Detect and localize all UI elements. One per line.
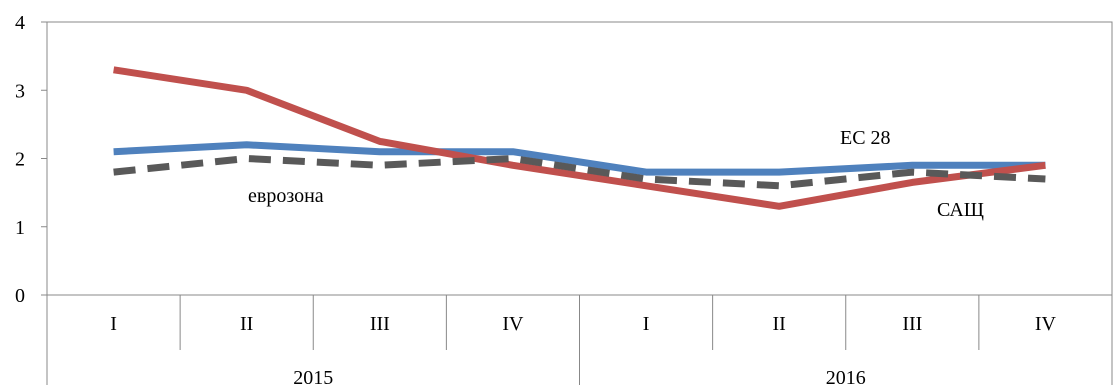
y-tick-label: 1 — [15, 217, 25, 239]
x-tick-label: III — [370, 313, 390, 335]
y-tick-label: 3 — [15, 80, 25, 102]
y-tick-label: 4 — [15, 12, 25, 34]
x-tick-label: I — [110, 313, 117, 335]
series-annotation: САЩ — [937, 199, 984, 221]
annotation-layer: ЕС 28 еврозона САЩ — [248, 127, 984, 221]
y-tick-label: 2 — [15, 149, 25, 171]
x-tick-label: I — [643, 313, 650, 335]
x-group-label: 2015 — [293, 367, 333, 385]
series-annotation: ЕС 28 — [840, 127, 891, 149]
x-tick-label: IV — [1035, 313, 1057, 335]
x-tick-label: IV — [502, 313, 524, 335]
series-annotation: еврозона — [248, 185, 324, 207]
series-line-0 — [113, 141, 1046, 176]
series-line-1 — [113, 66, 1046, 210]
series-line-2 — [113, 155, 1046, 190]
x-tick-label: III — [902, 313, 922, 335]
series-layer — [113, 66, 1046, 210]
y-tick-label: 0 — [15, 285, 25, 307]
x-tick-label: II — [773, 313, 786, 335]
x-group-label: 2016 — [826, 367, 866, 385]
x-tick-label: II — [240, 313, 253, 335]
